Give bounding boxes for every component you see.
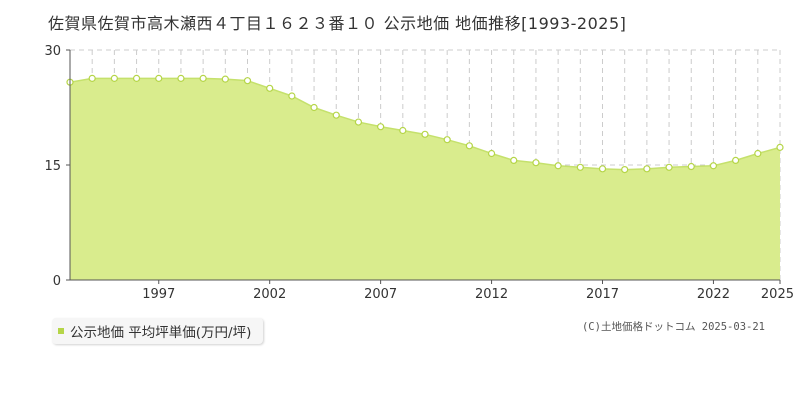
data-point: [465, 142, 473, 150]
x-tick-label: 2002: [253, 287, 286, 302]
x-tick-label: 2017: [586, 287, 619, 302]
data-point: [421, 130, 429, 138]
data-point: [643, 165, 651, 173]
x-tick-label: 2025: [761, 287, 794, 302]
axis-layer: [66, 49, 781, 284]
series-area: [70, 78, 780, 280]
data-point: [266, 84, 274, 92]
data-point: [377, 123, 385, 131]
data-point: [510, 156, 518, 164]
x-tick-label: 2012: [475, 287, 508, 302]
data-point: [177, 74, 185, 82]
data-point: [221, 75, 229, 83]
data-point: [532, 159, 540, 167]
copyright-credit: (C)土地価格ドットコム 2025-03-21: [581, 321, 765, 333]
data-point: [399, 126, 407, 135]
data-point: [687, 162, 695, 171]
x-tick-label: 1997: [142, 287, 175, 302]
data-point: [199, 74, 207, 82]
data-point: [576, 163, 584, 171]
data-point: [665, 163, 673, 171]
y-tick-label: 0: [53, 274, 61, 289]
data-point: [732, 156, 740, 164]
legend-swatch: [58, 328, 64, 334]
x-tick-label: 2007: [364, 287, 397, 302]
data-point: [110, 74, 118, 82]
data-point: [155, 74, 163, 82]
data-point: [88, 74, 96, 82]
data-point: [709, 162, 718, 170]
data-point: [554, 162, 562, 170]
point-layer: [66, 74, 784, 174]
chart-title: 佐賀県佐賀市高木瀬西４丁目１６２３番１０ 公示地価 地価推移[1993-2025…: [48, 14, 627, 33]
data-point: [487, 149, 496, 158]
data-point: [776, 143, 784, 151]
data-point: [288, 92, 296, 100]
data-point: [132, 74, 141, 82]
data-point: [243, 77, 252, 85]
data-point: [754, 149, 762, 158]
legend-label: 公示地価 平均坪単価(万円/坪): [70, 325, 252, 341]
data-point: [332, 111, 340, 119]
tick-label-layer: 0 15 30 1997 2002 2007 2012 2017 2022 2025: [44, 44, 794, 302]
legend: 公示地価 平均坪単価(万円/坪): [52, 318, 264, 344]
x-tick-label: 2022: [697, 287, 730, 302]
data-point: [354, 118, 363, 126]
y-tick-label: 30: [44, 44, 61, 59]
data-point: [598, 165, 607, 173]
data-point: [443, 136, 451, 144]
data-point: [621, 166, 629, 174]
data-point: [310, 103, 318, 112]
y-tick-label: 15: [44, 159, 61, 174]
